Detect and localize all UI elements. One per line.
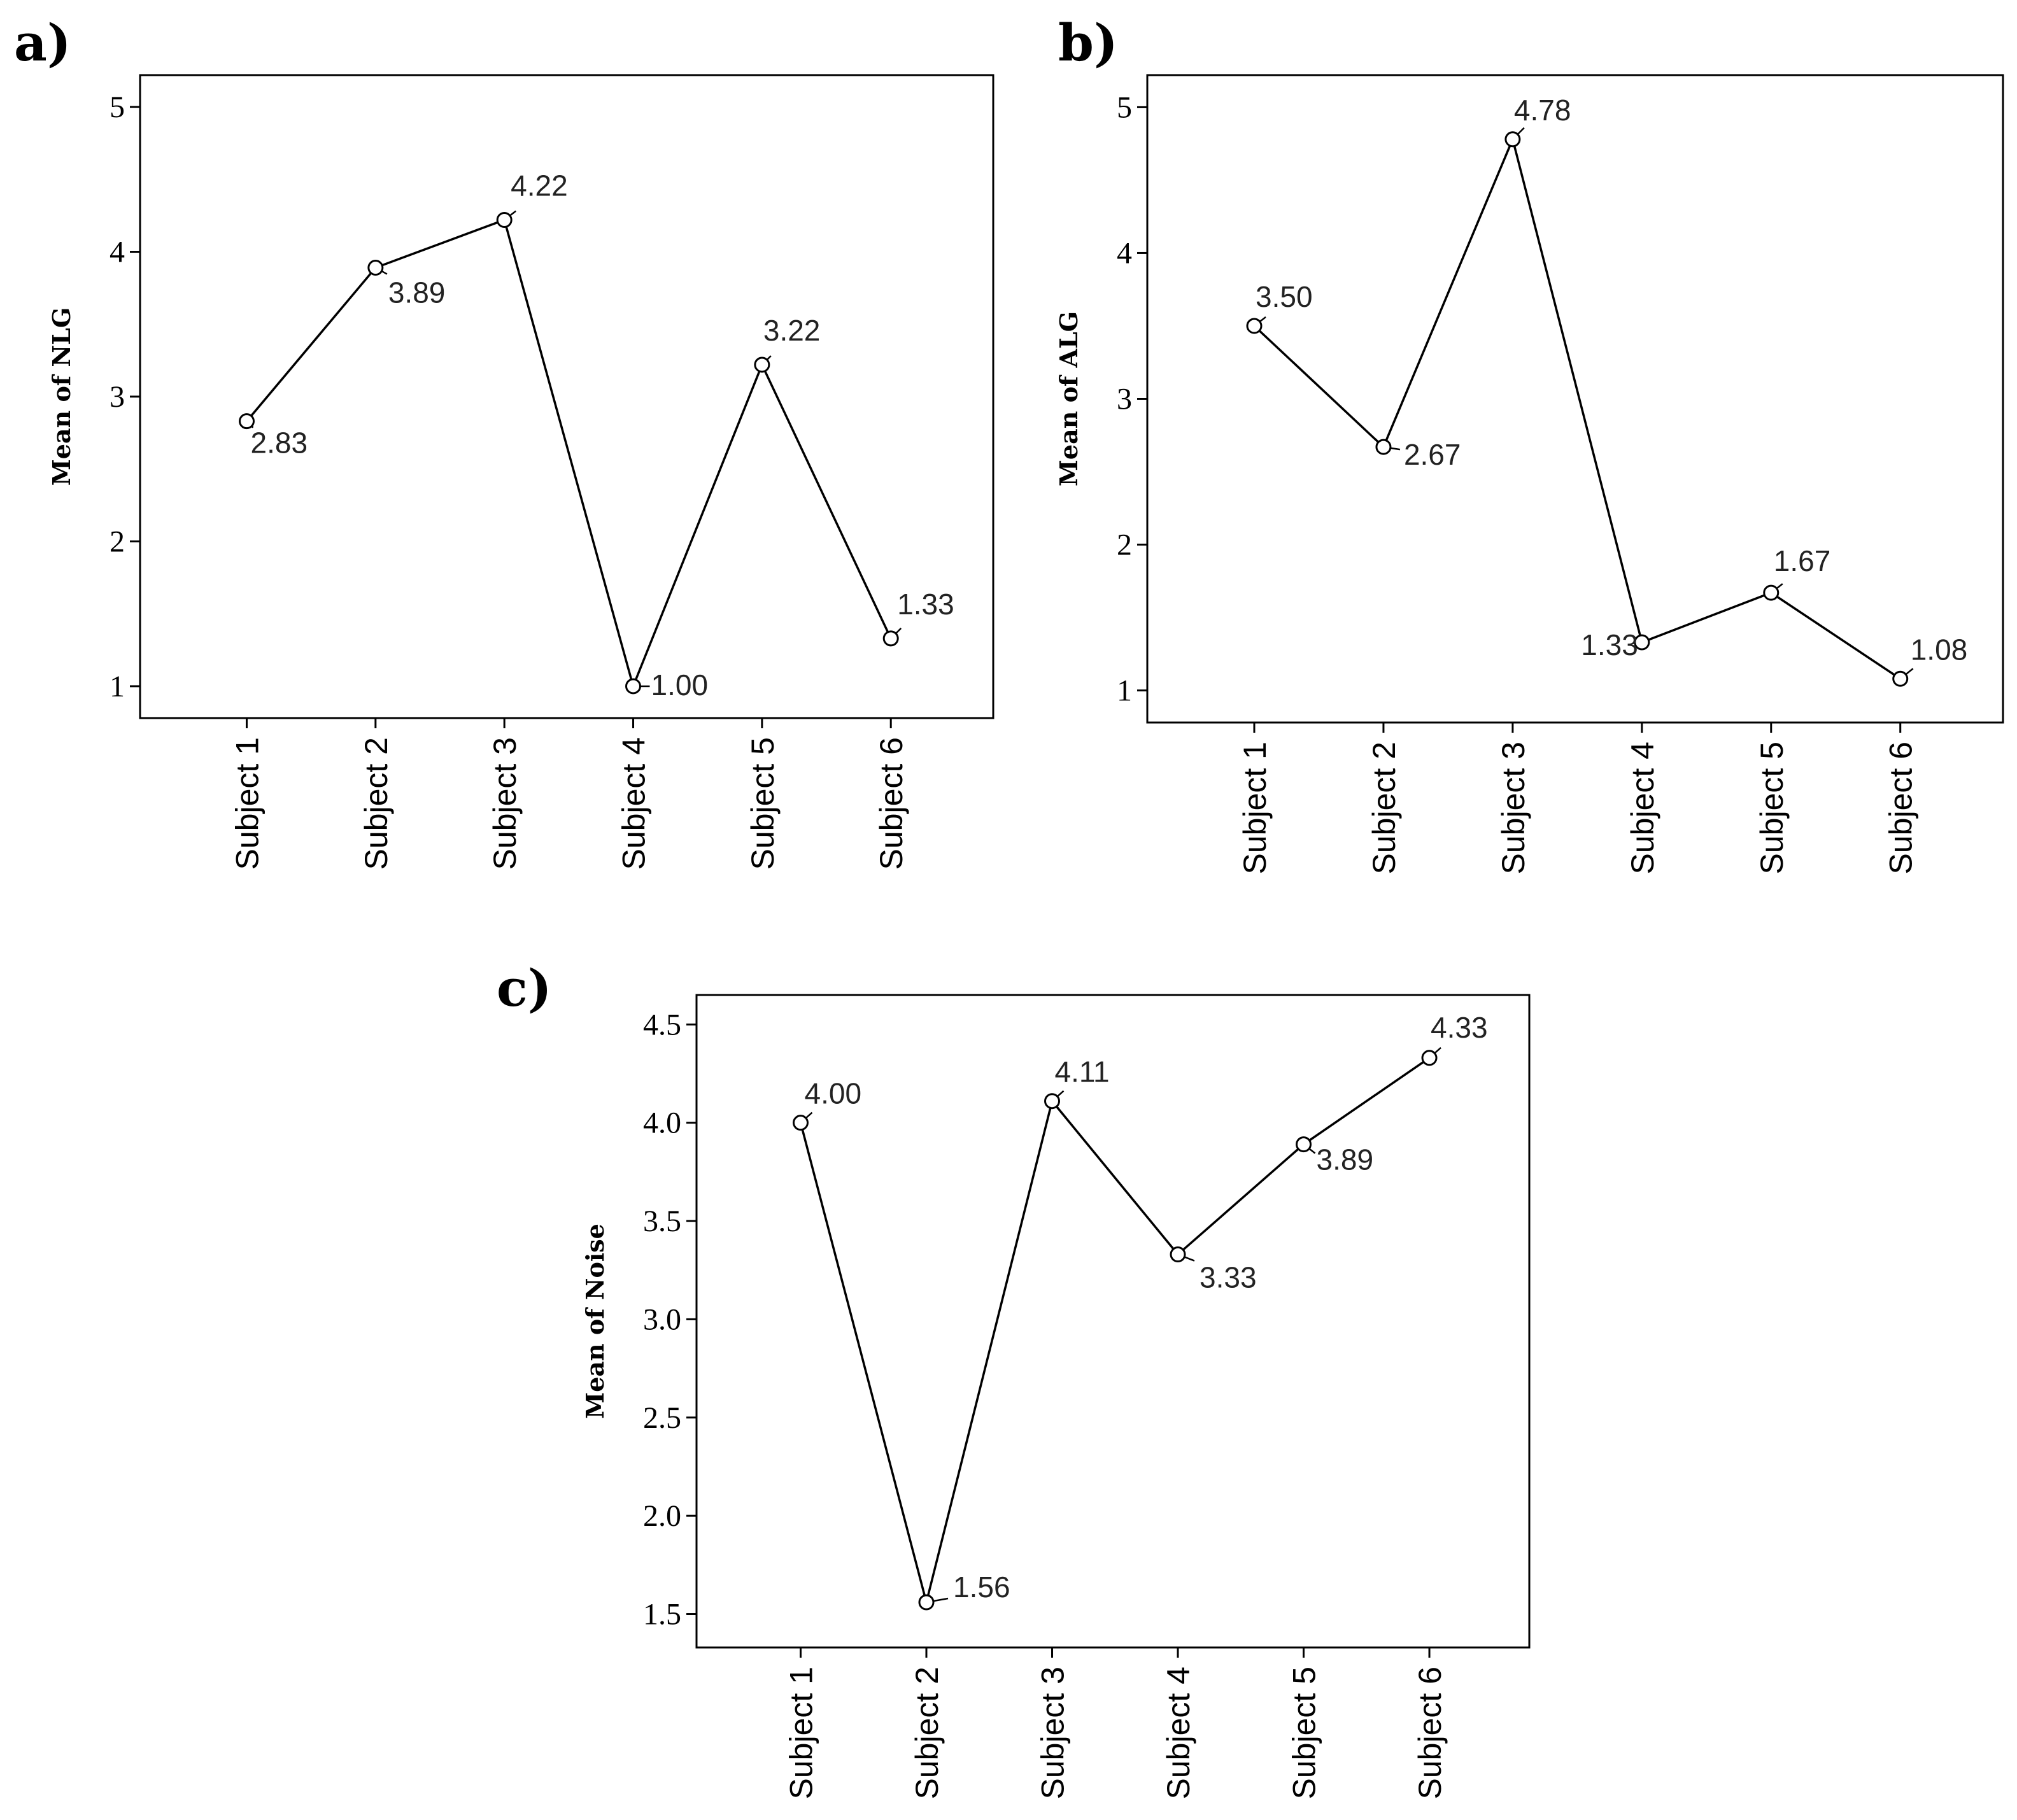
x-category-label: Subject 6 bbox=[874, 737, 909, 870]
data-point bbox=[367, 260, 384, 276]
y-tick-label: 3 bbox=[110, 380, 125, 414]
x-category-label: Subject 4 bbox=[616, 737, 652, 870]
panel-letter: a) bbox=[14, 13, 71, 73]
data-label: 1.33 bbox=[897, 588, 954, 621]
y-axis-label: Mean of ALG bbox=[1054, 311, 1083, 486]
x-category-label: Subject 4 bbox=[1625, 742, 1660, 874]
series-line bbox=[799, 1057, 1431, 1603]
data-point bbox=[1421, 1050, 1438, 1066]
data-point bbox=[1504, 131, 1521, 148]
data-label: 4.78 bbox=[1514, 94, 1571, 127]
panel-letter: b) bbox=[1058, 13, 1118, 73]
data-label: 3.50 bbox=[1256, 280, 1313, 313]
data-label: 1.08 bbox=[1911, 633, 1968, 666]
data-point bbox=[793, 1115, 809, 1131]
chart-panel-3: c) 1.5 2.0 2.5 3.0 3.5 4.0 4.5 Mean of Noise Subj… bbox=[497, 958, 1531, 1799]
y-tick-label: 3.0 bbox=[643, 1302, 681, 1336]
chart-panel-2: b) 1 2 3 4 5 Mean of ALG Subject 1 Subject 2 Subj… bbox=[1054, 13, 2004, 874]
data-point bbox=[1763, 584, 1780, 601]
data-label: 2.67 bbox=[1404, 438, 1461, 471]
data-label: 4.00 bbox=[805, 1077, 862, 1110]
x-category-label: Subject 5 bbox=[1287, 1667, 1322, 1799]
y-tick-label: 2.5 bbox=[643, 1401, 681, 1435]
data-label: 2.83 bbox=[251, 427, 308, 460]
data-label: 1.00 bbox=[651, 668, 709, 702]
x-category-label: Subject 5 bbox=[745, 737, 781, 870]
y-tick-label: 1.5 bbox=[643, 1598, 681, 1632]
data-point bbox=[1375, 439, 1392, 455]
x-category-label: Subject 3 bbox=[487, 737, 523, 870]
data-label: 1.33 bbox=[1581, 628, 1638, 661]
data-point bbox=[918, 1594, 935, 1611]
data-point bbox=[625, 678, 642, 695]
data-label: 3.89 bbox=[1317, 1143, 1374, 1176]
plot-frame bbox=[1146, 74, 2004, 724]
data-label: 1.67 bbox=[1774, 544, 1831, 577]
data-point bbox=[496, 211, 513, 228]
y-tick-label: 1 bbox=[1117, 674, 1132, 708]
x-category-label: Subject 3 bbox=[1035, 1667, 1071, 1799]
data-point bbox=[1634, 634, 1650, 651]
data-point bbox=[1246, 318, 1263, 334]
x-category-label: Subject 6 bbox=[1412, 1667, 1448, 1799]
y-tick-label: 2.0 bbox=[643, 1499, 681, 1533]
data-point bbox=[754, 356, 770, 373]
y-tick-label: 4.5 bbox=[643, 1008, 681, 1041]
y-tick-label: 4.0 bbox=[643, 1106, 681, 1140]
x-category-label: Subject 4 bbox=[1161, 1667, 1196, 1799]
series-line bbox=[246, 218, 892, 690]
data-label: 4.11 bbox=[1055, 1055, 1110, 1089]
y-tick-label: 4 bbox=[110, 236, 125, 269]
data-label: 3.89 bbox=[388, 276, 446, 309]
x-category-label: Subject 5 bbox=[1754, 742, 1790, 874]
y-tick-label: 3 bbox=[1117, 383, 1132, 416]
data-point bbox=[882, 630, 899, 647]
x-category-label: Subject 6 bbox=[1883, 742, 1919, 874]
data-label: 1.56 bbox=[953, 1570, 1010, 1604]
x-category-label: Subject 3 bbox=[1496, 742, 1531, 874]
y-tick-label: 4 bbox=[1117, 236, 1132, 270]
data-label: 3.22 bbox=[763, 314, 821, 347]
data-label: 3.33 bbox=[1200, 1261, 1257, 1294]
data-label: 4.33 bbox=[1431, 1011, 1488, 1044]
y-tick-label: 2 bbox=[110, 525, 125, 558]
x-category-label: Subject 2 bbox=[1366, 742, 1402, 874]
panel-letter: c) bbox=[497, 958, 552, 1018]
chart-panel-1: a) 1 2 3 4 5 Mean of NLG Subject 1 Subject 2 Subj… bbox=[14, 13, 994, 870]
y-tick-label: 1 bbox=[110, 670, 125, 703]
data-point bbox=[239, 413, 255, 430]
y-tick-label: 2 bbox=[1117, 528, 1132, 562]
data-point bbox=[1044, 1093, 1061, 1110]
data-point bbox=[1296, 1136, 1312, 1153]
x-category-label: Subject 1 bbox=[1237, 742, 1273, 874]
data-label: 4.22 bbox=[511, 169, 568, 202]
series-line bbox=[1253, 136, 1901, 680]
x-category-label: Subject 1 bbox=[784, 1667, 819, 1799]
y-tick-label: 3.5 bbox=[643, 1204, 681, 1238]
y-tick-label: 5 bbox=[110, 90, 125, 124]
plot-frame bbox=[695, 994, 1531, 1649]
x-category-label: Subject 1 bbox=[230, 737, 265, 870]
x-category-label: Subject 2 bbox=[909, 1667, 945, 1799]
data-point bbox=[1892, 670, 1909, 687]
y-axis-label: Mean of Noise bbox=[581, 1224, 609, 1419]
data-point bbox=[1170, 1246, 1186, 1263]
x-category-label: Subject 2 bbox=[358, 737, 394, 870]
y-axis-label: Mean of NLG bbox=[47, 307, 76, 486]
y-tick-label: 5 bbox=[1117, 90, 1132, 124]
